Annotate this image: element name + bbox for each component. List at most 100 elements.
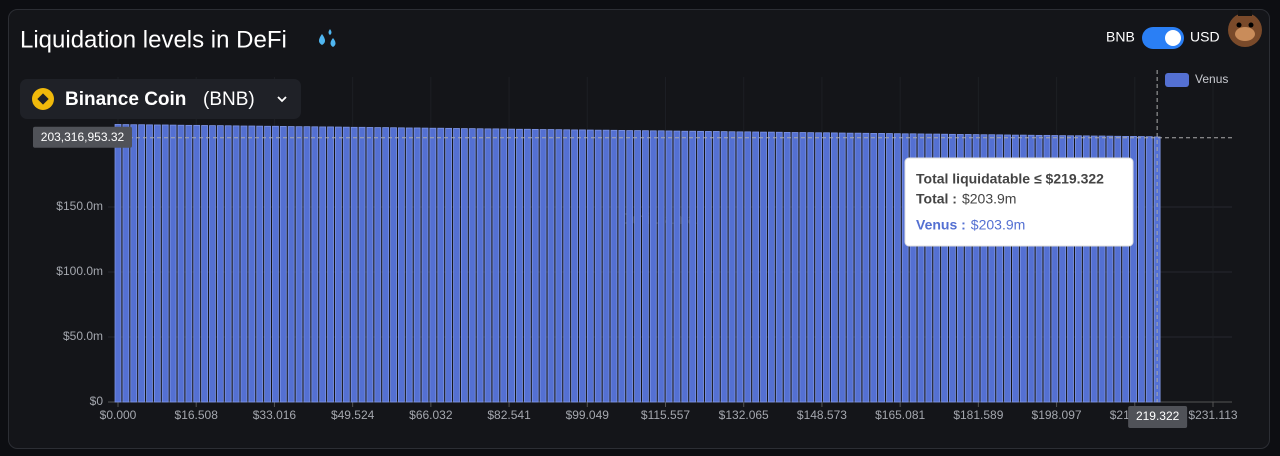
bar (783, 131, 791, 403)
x-tick-label: $132.065 (719, 408, 769, 422)
x-tick-label: $165.081 (875, 408, 925, 422)
bar (594, 129, 602, 403)
bar (413, 127, 421, 403)
bar (964, 134, 972, 403)
x-tick-label: $49.524 (331, 408, 375, 422)
bar (665, 130, 673, 403)
x-tick-label: $0.000 (100, 408, 137, 422)
bar (138, 124, 146, 403)
bar (468, 128, 476, 403)
bar (295, 126, 303, 403)
bar (768, 131, 775, 403)
crosshair-x-label: 219.322 (1136, 409, 1180, 423)
bar (319, 126, 327, 403)
bar (1137, 136, 1145, 403)
bar (1067, 135, 1074, 403)
bar (925, 133, 933, 403)
title: Liquidation levels in DeFi (20, 26, 287, 53)
bar (1059, 135, 1067, 403)
bar (854, 132, 862, 403)
coin-selector[interactable] (20, 79, 301, 119)
y-tick-label: $0 (90, 394, 104, 408)
bar (279, 126, 287, 403)
bar (862, 132, 870, 403)
bar (1004, 134, 1011, 403)
bar (248, 125, 256, 403)
bar (398, 127, 405, 403)
chevron (277, 96, 287, 103)
bar (146, 124, 153, 403)
bar (705, 131, 712, 403)
bar (130, 124, 138, 403)
bar (586, 129, 594, 403)
bar (153, 124, 161, 403)
bar (161, 124, 169, 403)
bar (350, 126, 358, 403)
bar (500, 128, 508, 403)
bar (846, 132, 854, 403)
tooltip-row-value: $203.9m (962, 191, 1016, 207)
bar (697, 130, 704, 403)
bar (791, 132, 799, 403)
bar (579, 129, 586, 403)
bar (712, 131, 720, 403)
bar (1075, 135, 1082, 403)
bar (980, 134, 988, 403)
bar (1012, 134, 1019, 403)
bar (1043, 134, 1051, 403)
tooltip-row-label: Total : (916, 191, 957, 207)
legend-label: Venus (1195, 72, 1228, 86)
bar (933, 133, 941, 403)
bar (429, 127, 437, 403)
bar (1051, 135, 1059, 403)
tooltip-row-label: Venus : (916, 217, 966, 233)
bar (1019, 134, 1027, 403)
bar (634, 130, 641, 403)
toggle-right-label: USD (1190, 29, 1220, 45)
y-tick-label: $100.0m (56, 264, 103, 278)
crosshair-x-label-box (1128, 406, 1188, 428)
bar (287, 126, 295, 403)
bar (374, 127, 382, 403)
bar (437, 127, 445, 403)
bar (775, 131, 783, 403)
tooltip (904, 157, 1134, 247)
avatar (1228, 10, 1262, 47)
bar (838, 132, 846, 403)
coin-icon-mark (37, 93, 49, 105)
bar (909, 133, 917, 403)
bar (744, 131, 752, 403)
bar (216, 125, 224, 403)
bar (610, 129, 618, 403)
bar (807, 132, 815, 403)
bar (830, 132, 838, 403)
x-tick-label: $181.589 (953, 408, 1003, 422)
droplets-icon (319, 29, 336, 47)
bar (799, 132, 807, 403)
bar (563, 129, 571, 403)
bar (382, 127, 390, 403)
bar (531, 128, 539, 403)
tooltip-title: Total liquidatable ≤ $219.322 (916, 171, 1104, 187)
bar (956, 134, 964, 403)
bar (366, 127, 374, 403)
bar (224, 125, 232, 403)
bar (823, 132, 830, 403)
x-tick-label: $148.573 (797, 408, 847, 422)
bar (1122, 136, 1130, 403)
bar (996, 134, 1004, 403)
bar (201, 125, 208, 403)
bar (736, 131, 744, 403)
bar (886, 133, 893, 403)
bar (626, 130, 634, 403)
bar (1090, 135, 1098, 403)
bar (1130, 136, 1137, 403)
y-tick-label: $50.0m (63, 329, 103, 343)
bar (122, 124, 130, 403)
bar (870, 133, 878, 403)
bar (901, 133, 909, 403)
bar (311, 126, 319, 403)
coin-symbol: (BNB) (203, 89, 255, 110)
x-tick-label: $66.032 (409, 408, 453, 422)
